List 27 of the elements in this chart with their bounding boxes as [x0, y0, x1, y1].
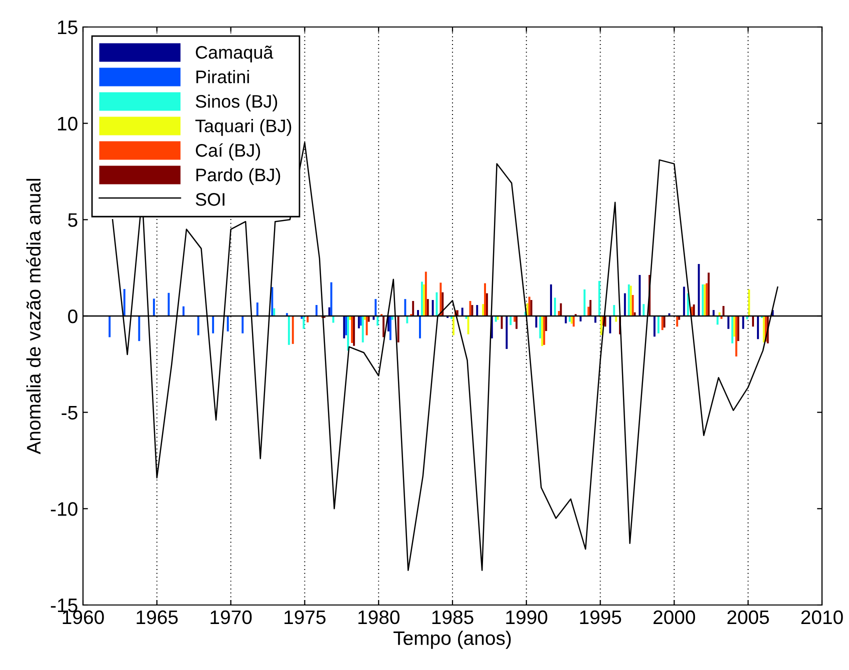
- y-tick-label: -10: [50, 502, 78, 516]
- x-tick-label: 1975: [284, 610, 326, 624]
- y-tick-label: 15: [58, 20, 78, 34]
- x-tick-label: 1970: [210, 610, 252, 624]
- x-tick-label: 1965: [136, 610, 178, 624]
- x-tick-label: 1985: [432, 610, 474, 624]
- legend-label: Taquari (BJ): [195, 119, 292, 136]
- x-tick-label: 2000: [654, 610, 696, 624]
- x-tick-label: 2010: [801, 610, 843, 624]
- x-tick-label: 1980: [358, 610, 400, 624]
- y-axis-title: Anomalia de vazão média anual: [26, 178, 41, 454]
- x-axis-title: Tempo (anos): [394, 630, 511, 649]
- legend-label: Piratini: [196, 70, 249, 84]
- x-tick-label: 1990: [506, 610, 548, 624]
- y-tick-label: -15: [50, 598, 78, 612]
- legend-label: Sinos (BJ): [196, 94, 278, 112]
- legend-label: Caí (BJ): [196, 143, 260, 160]
- y-tick-label: 10: [58, 116, 78, 131]
- x-tick-label: 1960: [62, 610, 104, 624]
- x-tick-label: 2005: [727, 610, 769, 624]
- x-tick-label: 1995: [580, 610, 622, 624]
- legend-label: Camaquã: [196, 46, 274, 62]
- y-tick-label: 0: [68, 309, 78, 324]
- legend-label: SOI: [196, 193, 224, 206]
- y-tick-label: 5: [68, 213, 78, 227]
- y-tick-label: -5: [62, 406, 78, 420]
- legend-label: Pardo (BJ): [196, 168, 280, 185]
